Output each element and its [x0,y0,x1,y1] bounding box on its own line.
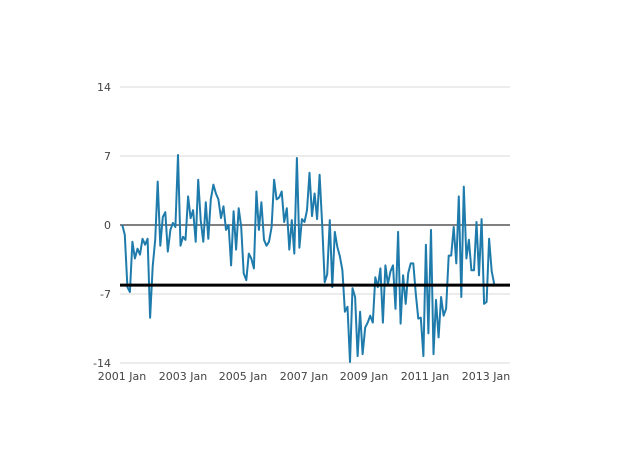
y-tick-label: 7 [104,150,111,163]
gridlines [120,86,510,364]
x-tick-label: 2009 Jan [340,370,388,383]
y-tick-label: 0 [104,219,111,232]
y-tick-label: -7 [100,288,111,301]
x-tick-label: 2003 Jan [159,370,207,383]
x-tick-label: 2007 Jan [280,370,328,383]
x-tick-label: 2001 Jan [98,370,146,383]
y-axis-ticks: 14 7 0 -7 -14 [93,81,111,370]
x-axis-ticks: 2001 Jan 2003 Jan 2005 Jan 2007 Jan 2009… [98,370,510,383]
x-tick-label: 2013 Jan [462,370,510,383]
y-tick-label: 14 [97,81,111,94]
series-line [121,154,496,363]
series-group [121,154,496,363]
x-tick-label: 2011 Jan [401,370,449,383]
y-tick-label: -14 [93,357,111,370]
x-tick-label: 2005 Jan [219,370,267,383]
